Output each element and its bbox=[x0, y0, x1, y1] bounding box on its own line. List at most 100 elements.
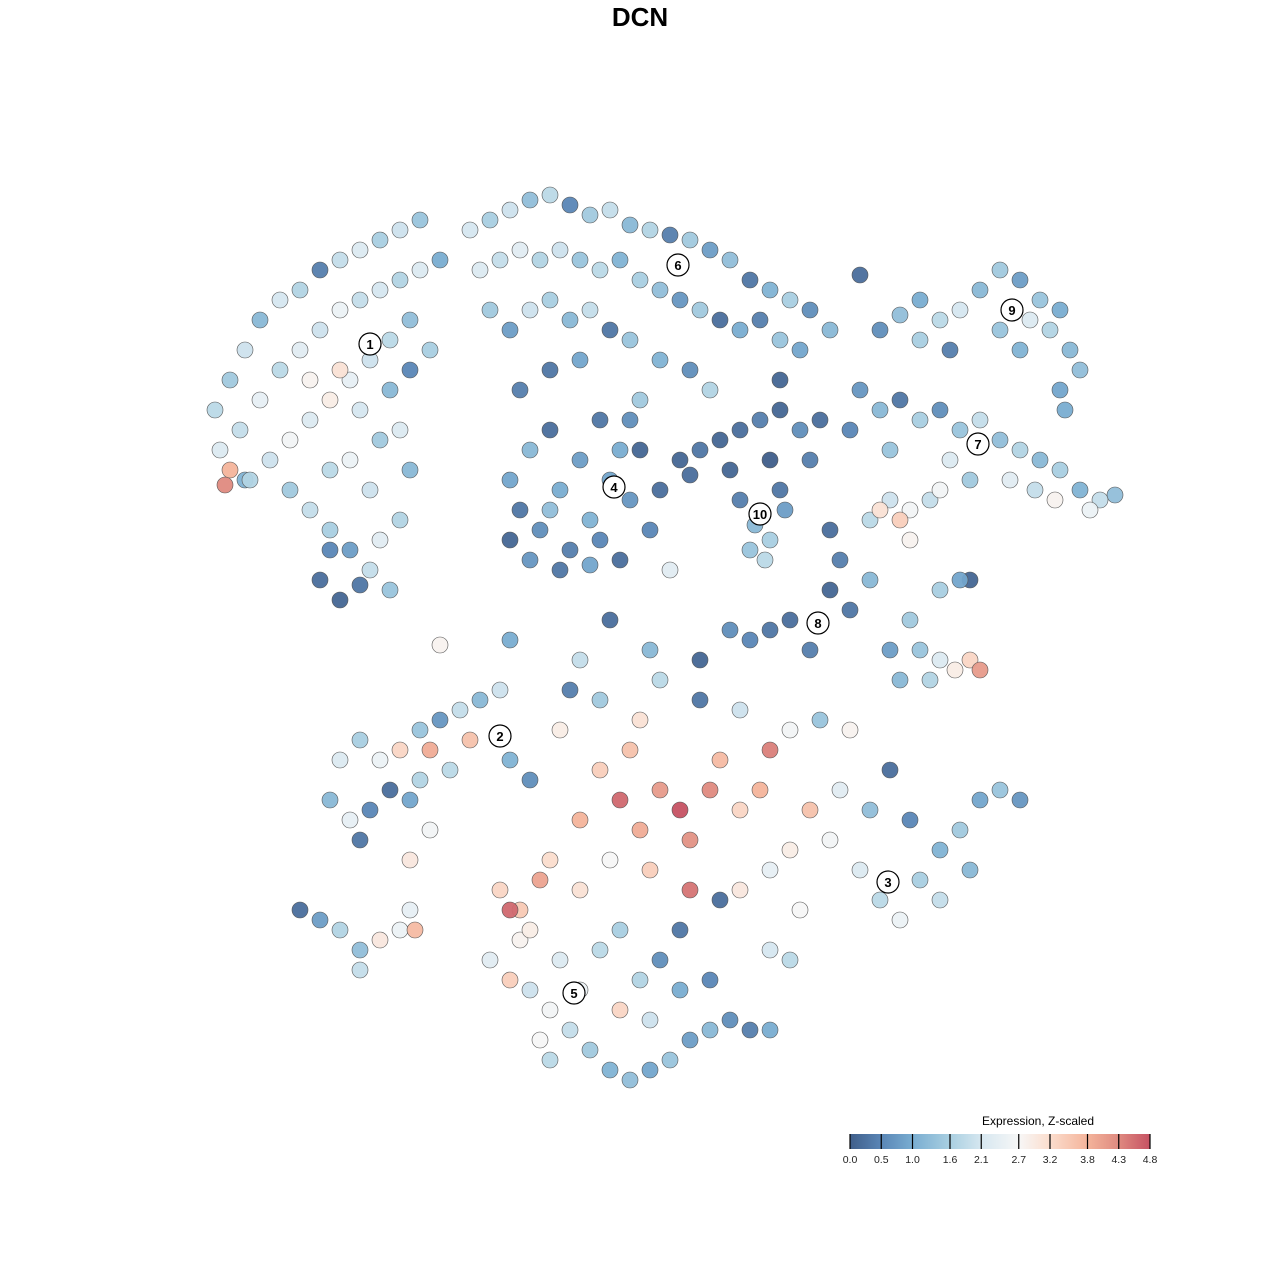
cluster-label-badge bbox=[748, 502, 772, 526]
point bbox=[641, 861, 659, 879]
point bbox=[711, 751, 729, 769]
point bbox=[501, 971, 519, 989]
point bbox=[351, 291, 369, 309]
point bbox=[761, 861, 779, 879]
point bbox=[961, 471, 979, 489]
point bbox=[621, 411, 639, 429]
cluster-label-7: 7 bbox=[966, 432, 990, 456]
point bbox=[581, 206, 599, 224]
point bbox=[681, 1031, 699, 1049]
point bbox=[651, 481, 669, 499]
point bbox=[721, 251, 739, 269]
point bbox=[371, 931, 389, 949]
point bbox=[761, 1021, 779, 1039]
point bbox=[541, 421, 559, 439]
point bbox=[501, 631, 519, 649]
point bbox=[741, 1021, 759, 1039]
point bbox=[756, 551, 774, 569]
point bbox=[531, 521, 549, 539]
point bbox=[401, 791, 419, 809]
point bbox=[351, 576, 369, 594]
point bbox=[721, 621, 739, 639]
point bbox=[551, 561, 569, 579]
point bbox=[651, 281, 669, 299]
cluster-label-10: 10 bbox=[748, 502, 772, 526]
point bbox=[681, 231, 699, 249]
cluster-label-3: 3 bbox=[876, 870, 900, 894]
point bbox=[231, 421, 249, 439]
point bbox=[511, 241, 529, 259]
point bbox=[601, 851, 619, 869]
point bbox=[681, 881, 699, 899]
point bbox=[321, 521, 339, 539]
point bbox=[901, 531, 919, 549]
point bbox=[501, 751, 519, 769]
point bbox=[1091, 491, 1109, 509]
point bbox=[991, 321, 1009, 339]
point bbox=[371, 431, 389, 449]
point bbox=[851, 266, 869, 284]
cluster-label-badge bbox=[358, 332, 382, 356]
point bbox=[651, 781, 669, 799]
point bbox=[561, 541, 579, 559]
point bbox=[871, 891, 889, 909]
cluster-label-text: 1 bbox=[366, 337, 373, 352]
point bbox=[431, 251, 449, 269]
point bbox=[431, 711, 449, 729]
cluster-label-1: 1 bbox=[358, 332, 382, 356]
point bbox=[1071, 361, 1089, 379]
colorbar-tick-label: 4.3 bbox=[1111, 1154, 1126, 1166]
point bbox=[821, 521, 839, 539]
point bbox=[611, 791, 629, 809]
point bbox=[791, 901, 809, 919]
cluster-label-text: 8 bbox=[814, 616, 821, 631]
point bbox=[381, 781, 399, 799]
point bbox=[591, 411, 609, 429]
colorbar-tick-label: 2.7 bbox=[1011, 1154, 1026, 1166]
point bbox=[421, 741, 439, 759]
cluster-label-badge bbox=[562, 981, 586, 1005]
point bbox=[351, 831, 369, 849]
point bbox=[881, 761, 899, 779]
point bbox=[811, 411, 829, 429]
point bbox=[701, 381, 719, 399]
point bbox=[621, 1071, 639, 1089]
point bbox=[651, 351, 669, 369]
point bbox=[301, 411, 319, 429]
point bbox=[401, 311, 419, 329]
point bbox=[681, 466, 699, 484]
point bbox=[501, 201, 519, 219]
point bbox=[221, 461, 239, 479]
point bbox=[481, 301, 499, 319]
point bbox=[361, 481, 379, 499]
point bbox=[891, 391, 909, 409]
point bbox=[931, 581, 949, 599]
point bbox=[521, 981, 539, 999]
colorbar-tick-label: 3.8 bbox=[1080, 1154, 1095, 1166]
point bbox=[541, 501, 559, 519]
point bbox=[211, 441, 229, 459]
point bbox=[631, 441, 649, 459]
point bbox=[871, 401, 889, 419]
point bbox=[861, 571, 879, 589]
point bbox=[1001, 471, 1019, 489]
point bbox=[891, 671, 909, 689]
point bbox=[581, 556, 599, 574]
point bbox=[371, 231, 389, 249]
point bbox=[631, 271, 649, 289]
point bbox=[801, 301, 819, 319]
point bbox=[721, 1011, 739, 1029]
point bbox=[1051, 381, 1069, 399]
point bbox=[361, 801, 379, 819]
point bbox=[751, 411, 769, 429]
point bbox=[591, 941, 609, 959]
point bbox=[941, 451, 959, 469]
point bbox=[541, 291, 559, 309]
point bbox=[671, 921, 689, 939]
point bbox=[561, 196, 579, 214]
point bbox=[1046, 491, 1064, 509]
point bbox=[571, 811, 589, 829]
point bbox=[891, 911, 909, 929]
point bbox=[611, 251, 629, 269]
point bbox=[501, 531, 519, 549]
